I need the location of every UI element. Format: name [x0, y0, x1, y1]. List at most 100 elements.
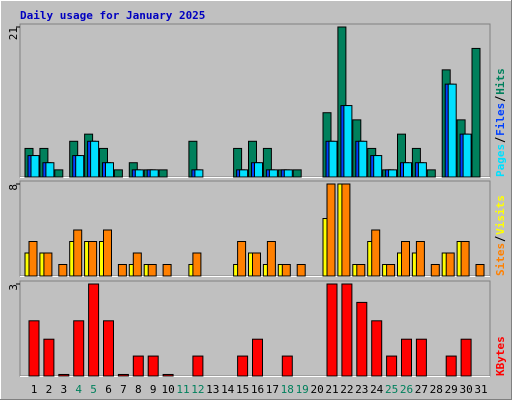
bar: [162, 264, 172, 277]
bar: [105, 162, 114, 178]
y-tick-label: 8: [7, 184, 20, 191]
bar: [103, 320, 114, 377]
bar: [326, 283, 338, 377]
bar: [30, 155, 40, 178]
bar: [147, 264, 157, 277]
bar: [75, 155, 85, 178]
x-tick-label: 18: [281, 383, 294, 396]
legend-entry: Pages: [494, 144, 507, 177]
bar: [356, 264, 366, 277]
bar: [401, 338, 412, 377]
y-tick-label: 21: [7, 27, 20, 40]
bar: [134, 169, 144, 178]
legend: Pages Files Hits: [494, 68, 507, 177]
bar: [147, 355, 159, 377]
bar: [430, 264, 440, 277]
bar: [237, 241, 247, 277]
bar: [90, 140, 100, 178]
x-tick-label: 8: [135, 383, 142, 396]
bar: [371, 320, 383, 377]
x-tick-label: 14: [221, 383, 235, 396]
bar: [371, 229, 381, 277]
bar: [471, 47, 481, 178]
x-tick-label: 19: [296, 383, 309, 396]
bar: [373, 155, 383, 178]
bar: [162, 373, 174, 377]
bar: [149, 169, 159, 178]
bar: [239, 169, 249, 178]
bar: [88, 241, 98, 277]
x-tick-label: 5: [90, 383, 97, 396]
bar: [103, 229, 112, 277]
bar: [426, 169, 436, 178]
chart-title: Daily usage for January 2025: [20, 9, 205, 22]
legend-entry: Hits: [494, 68, 507, 95]
x-tick-label: 11: [176, 383, 189, 396]
x-tick-label: 13: [206, 383, 219, 396]
x-tick-label: 27: [415, 383, 428, 396]
bar: [58, 264, 68, 277]
bar: [445, 252, 455, 277]
x-tick-label: 22: [340, 383, 353, 396]
x-tick-label: 26: [400, 383, 413, 396]
bar: [417, 162, 427, 178]
y-tick-label: 3: [7, 284, 20, 291]
x-tick-label: 12: [191, 383, 204, 396]
bar: [388, 169, 398, 178]
legend-separator: [494, 96, 506, 102]
bar: [266, 241, 276, 277]
bar: [415, 241, 425, 277]
legend-entry: Sites: [494, 243, 507, 276]
x-tick-label: 6: [105, 383, 112, 396]
x-tick-label: 16: [251, 383, 264, 396]
bar: [254, 162, 263, 178]
bar: [341, 283, 353, 377]
legend: KBytes: [494, 336, 507, 376]
bar: [281, 355, 293, 377]
x-tick-label: 30: [459, 383, 472, 396]
bar: [252, 338, 263, 377]
bar: [43, 338, 55, 377]
x-tick-label: 24: [370, 383, 384, 396]
legend-separator: [494, 137, 506, 143]
bar: [237, 355, 249, 377]
x-tick-label: 31: [474, 383, 487, 396]
bar: [28, 320, 40, 377]
legend-entry: Files: [494, 103, 507, 136]
bar: [447, 83, 457, 178]
bar: [358, 140, 368, 178]
legend-entry: KBytes: [494, 336, 507, 376]
bar: [45, 162, 55, 178]
bar: [475, 264, 485, 277]
bar: [117, 264, 127, 277]
x-tick-label: 1: [31, 383, 38, 396]
bar: [117, 373, 129, 377]
bar: [328, 140, 338, 178]
x-tick-label: 3: [60, 383, 67, 396]
x-tick-label: 21: [325, 383, 338, 396]
legend-separator: [494, 236, 506, 242]
bar: [132, 252, 142, 277]
bar: [296, 264, 306, 277]
x-tick-label: 9: [150, 383, 157, 396]
bar: [192, 355, 204, 377]
x-tick-label: 7: [120, 383, 127, 396]
bar: [445, 355, 457, 377]
bar: [132, 355, 144, 377]
bar: [462, 133, 472, 178]
bar: [158, 169, 168, 178]
bar: [341, 183, 351, 277]
bar: [283, 169, 293, 178]
bar: [343, 105, 353, 178]
bar: [460, 338, 472, 377]
bar: [386, 355, 398, 377]
bar: [43, 252, 53, 277]
x-tick-label: 4: [75, 383, 82, 396]
bar: [403, 162, 412, 178]
x-tick-label: 2: [46, 383, 53, 396]
x-tick-label: 17: [266, 383, 279, 396]
bar: [386, 264, 396, 277]
x-tick-label: 29: [445, 383, 458, 396]
x-tick-label: 25: [385, 383, 398, 396]
